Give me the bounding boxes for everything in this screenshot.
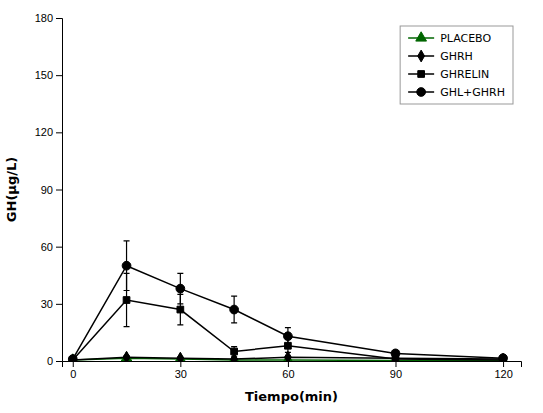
y-tick-mark: [56, 75, 62, 76]
y-axis-line: [56, 19, 63, 362]
x-tick-mark: [180, 361, 181, 367]
x-tick-mark: [395, 361, 396, 367]
x-axis-title: Tiempo(min): [245, 389, 338, 404]
marker: [230, 305, 239, 314]
x-tick: 30: [175, 361, 187, 380]
marker: [69, 354, 76, 361]
series: [69, 273, 506, 361]
y-tick-label: 150: [35, 69, 53, 81]
series-line: [73, 266, 503, 359]
y-tick: 30: [41, 298, 62, 310]
legend-item: GHL+GHRH: [408, 86, 505, 99]
legend-label: GHRH: [440, 50, 473, 63]
y-tick-label: 120: [35, 126, 53, 138]
series-line: [73, 300, 503, 360]
x-axis: 0 30 60 90 120: [63, 361, 522, 380]
x-tick-mark: [288, 361, 289, 367]
x-tick-label: 0: [70, 368, 76, 380]
marker: [176, 284, 185, 293]
marks: [67, 241, 508, 361]
x-tick-label: 60: [282, 368, 294, 380]
y-tick: 120: [35, 126, 62, 138]
legend-label: PLACEBO: [440, 32, 491, 45]
y-tick: 90: [41, 184, 62, 196]
y-tick-label: 180: [35, 12, 53, 24]
marker: [498, 354, 509, 361]
marker: [284, 332, 293, 341]
marker: [177, 306, 184, 313]
legend-swatch-marker: [416, 32, 427, 41]
x-tick-label: 120: [494, 368, 512, 380]
y-tick-mark: [56, 361, 62, 362]
marker: [499, 354, 508, 361]
y-tick-label: 90: [41, 184, 53, 196]
legend-swatch-marker: [418, 50, 425, 62]
legend: PLACEBO GHRH GHRELIN GHL+GHRH: [400, 26, 513, 104]
y-axis: 0 30 60 90 120 150 180: [35, 12, 63, 367]
y-tick-mark: [56, 18, 62, 19]
x-axis-line: [63, 362, 522, 368]
x-tick: 60: [282, 361, 294, 380]
marker: [231, 348, 238, 355]
error-bar: [231, 347, 237, 357]
x-tick: 90: [390, 361, 402, 380]
legend-label: GHL+GHRH: [440, 86, 505, 99]
x-tick: 120: [494, 361, 512, 380]
marker: [122, 261, 131, 270]
y-tick-mark: [56, 304, 62, 305]
y-tick-label: 30: [41, 298, 53, 310]
marker: [68, 355, 77, 361]
legend-swatch-marker: [418, 71, 425, 78]
x-tick-label: 30: [175, 368, 187, 380]
y-tick-mark: [56, 247, 62, 248]
y-tick-mark: [56, 190, 62, 191]
y-tick: 0: [47, 355, 62, 367]
y-tick-mark: [56, 132, 62, 133]
y-axis-title: GH(μg/L): [4, 157, 19, 222]
marker: [500, 353, 507, 361]
marker: [177, 352, 184, 361]
y-tick: 180: [35, 12, 62, 24]
legend-label: GHRELIN: [440, 68, 489, 81]
marker: [123, 297, 130, 304]
marker: [391, 349, 400, 358]
x-tick-mark: [503, 361, 504, 367]
y-tick: 150: [35, 69, 62, 81]
marker: [123, 351, 130, 361]
y-tick: 60: [41, 241, 62, 253]
series: [68, 241, 507, 361]
legend-frame: [400, 26, 513, 104]
legend-item: GHRH: [408, 50, 473, 63]
plot: 0 30 60 90 120 0 30 60 90 120 150 180 PLACEBO GHRH GHR…: [35, 12, 522, 380]
legend-item: PLACEBO: [408, 32, 491, 45]
legend-item: GHRELIN: [408, 68, 489, 81]
chart: 0 30 60 90 120 0 30 60 90 120 150 180 PLACEBO GHRH GHR…: [0, 0, 543, 413]
x-tick: 0: [70, 361, 76, 380]
y-tick-label: 60: [41, 241, 53, 253]
x-tick-label: 90: [390, 368, 402, 380]
x-tick-mark: [73, 361, 74, 367]
legend-swatch-marker: [417, 88, 426, 97]
y-tick-label: 0: [47, 355, 53, 367]
